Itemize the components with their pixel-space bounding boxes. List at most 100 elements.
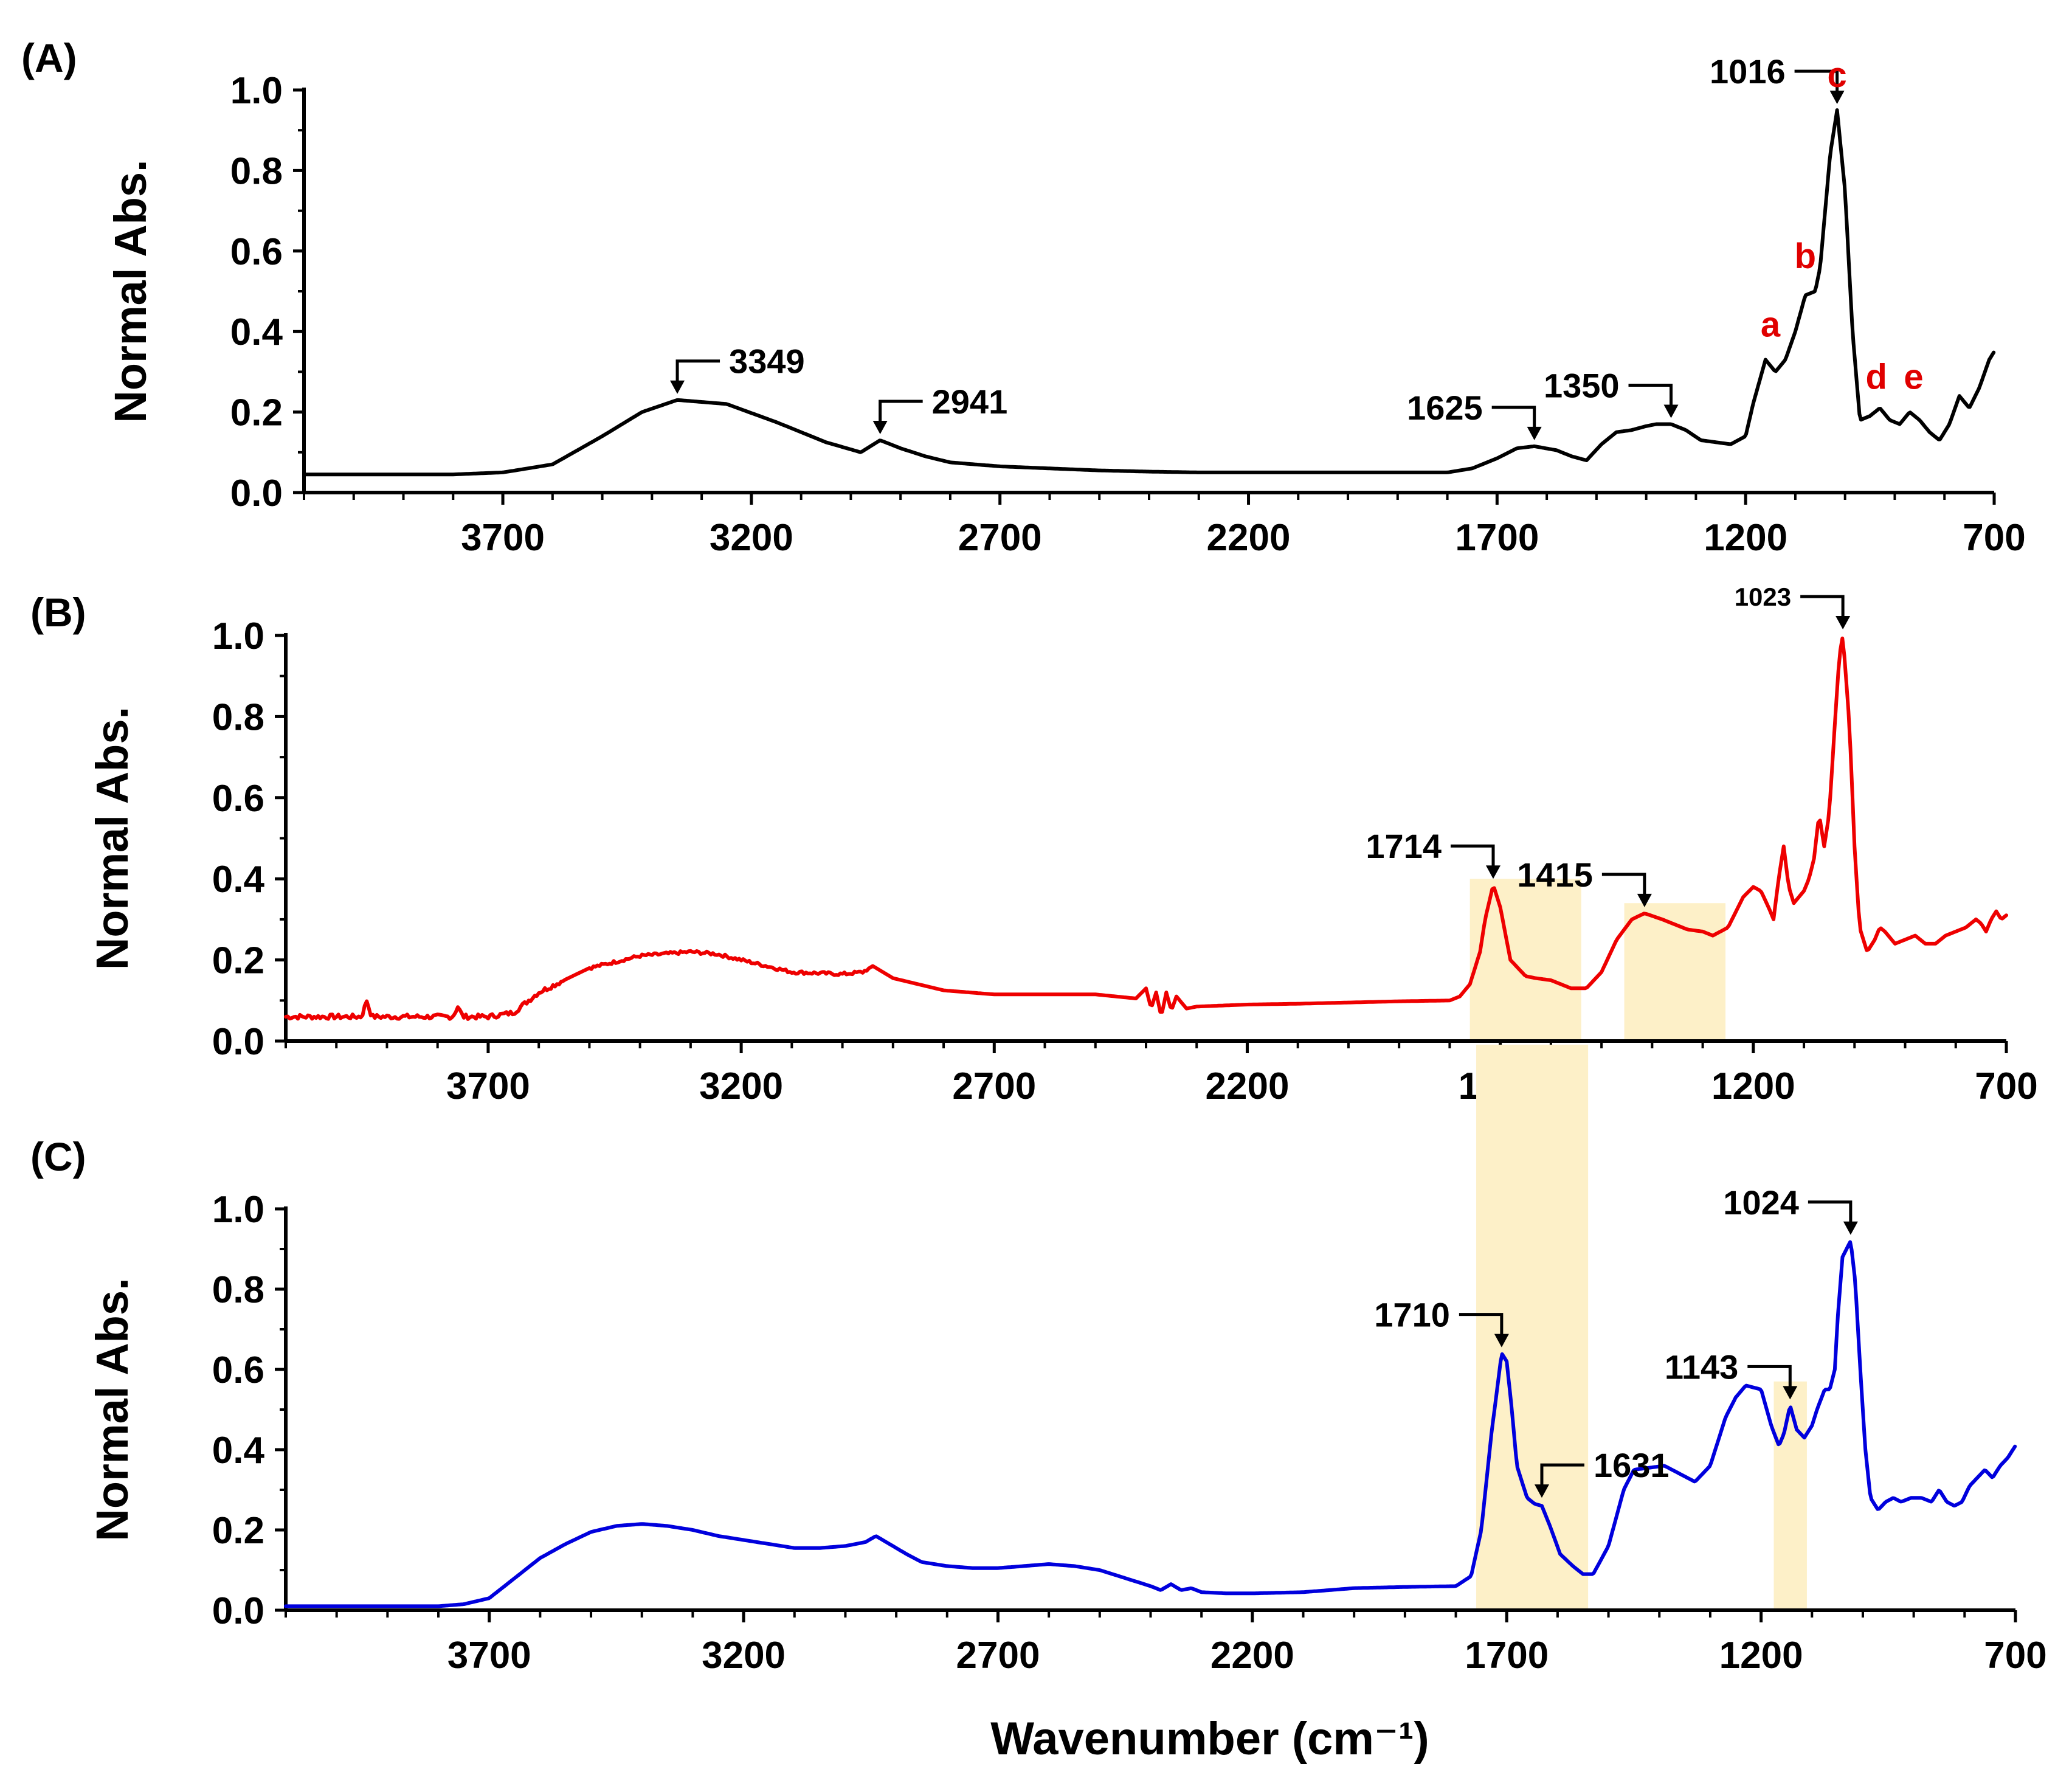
- annotation-arrowhead: [1494, 1334, 1509, 1348]
- annotation-leader: [1628, 383, 1673, 410]
- y-tick-label: 0.4: [212, 1430, 265, 1472]
- annotation-label: 3349: [729, 342, 805, 381]
- x-tick-label: 3200: [702, 1635, 786, 1677]
- peak-letter-d: d: [1865, 358, 1887, 397]
- panel-c: 0.0 0.2 0.4 0.6 0.8 1.0 3700 3200 2700 2200 1700 12…: [30, 1045, 2047, 1677]
- x-tick-label: 2200: [1210, 1635, 1294, 1677]
- x-tick-label: 3700: [447, 1635, 531, 1677]
- peak-letter-c: c: [1827, 55, 1846, 95]
- annotation-arrowhead: [1534, 1484, 1549, 1498]
- panel-a: 0.0 0.2 0.4 0.6 0.8 1.0 3700 3200 2700 2200 1700 12…: [21, 35, 2026, 559]
- peak-annotation: 1710: [1374, 1296, 1509, 1348]
- series-line-a: [302, 108, 1996, 477]
- annotation-leader: [1491, 406, 1536, 432]
- y-tick-label: 0.6: [212, 1349, 264, 1391]
- x-tick-label: 1700: [1465, 1635, 1549, 1677]
- y-tick-label: 0.4: [212, 859, 265, 901]
- panel-label: (A): [21, 35, 77, 80]
- x-tick-label: 2200: [1206, 1065, 1290, 1107]
- annotation-leader: [1800, 595, 1845, 621]
- peak-annotation: 3349: [670, 342, 805, 394]
- x-tick-label: 2700: [956, 1635, 1040, 1677]
- y-tick-label: 0.6: [230, 231, 283, 273]
- x-tick-label: 1200: [1711, 1065, 1795, 1107]
- y-axis-title: Normal Abs.: [87, 707, 137, 970]
- peak-annotation: 1714: [1366, 827, 1500, 879]
- x-tick-label: 2700: [958, 517, 1042, 559]
- peak-annotation: 1023: [1735, 583, 1851, 629]
- annotation-label: 1625: [1407, 389, 1483, 427]
- y-axis-title: Normal Abs.: [105, 159, 156, 423]
- peak-annotation: 2941: [872, 382, 1008, 434]
- annotation-arrowhead: [1829, 91, 1845, 105]
- annotation-arrowhead: [1637, 893, 1652, 907]
- peak-annotation: 1024: [1723, 1183, 1858, 1235]
- annotation-arrowhead: [670, 380, 685, 394]
- series-line-c: [284, 1240, 2017, 1608]
- annotation-leader: [1747, 1365, 1792, 1391]
- annotation-arrowhead: [872, 420, 888, 434]
- y-tick-label: 0.0: [212, 1021, 264, 1063]
- x-tick-label: 3700: [461, 517, 545, 559]
- panel-label: (B): [30, 590, 86, 635]
- y-tick-label: 1.0: [230, 70, 283, 112]
- y-tick-label: 0.4: [230, 311, 283, 353]
- annotation-label: 1631: [1594, 1446, 1670, 1484]
- x-tick-label: 2700: [952, 1065, 1036, 1107]
- annotation-arrowhead: [1835, 616, 1851, 629]
- y-tick-label: 0.0: [212, 1590, 264, 1632]
- y-tick-label: 0.6: [212, 778, 264, 820]
- annotation-leader: [1601, 873, 1646, 899]
- x-tick-label: 3700: [446, 1065, 530, 1107]
- series-line-b: [284, 636, 2008, 1021]
- peak-annotation: 1631: [1534, 1446, 1670, 1498]
- annotation-leader: [1459, 1313, 1504, 1339]
- annotation-label: 1143: [1665, 1348, 1739, 1386]
- x-tick-label: 1700: [1455, 517, 1539, 559]
- annotation-label: 1350: [1544, 366, 1620, 404]
- y-tick-label: 0.2: [212, 940, 264, 982]
- highlight-band-bridge: [1476, 1045, 1589, 1209]
- peak-annotation: 1625: [1407, 389, 1542, 440]
- annotation-leader: [1808, 1200, 1853, 1227]
- x-tick-label: 3200: [699, 1065, 783, 1107]
- peak-annotation: 1415: [1517, 856, 1652, 907]
- y-tick-label: 0.2: [212, 1510, 264, 1552]
- x-axis-title: Wavenumber (cm⁻¹): [990, 1713, 1429, 1765]
- annotation-label: 1714: [1366, 827, 1442, 865]
- y-tick-label: 0.8: [230, 150, 283, 192]
- x-tick-label: 1200: [1704, 517, 1787, 559]
- panel-b: 0.00.20.40.60.81.03700320027002200170012…: [30, 583, 2038, 1107]
- y-tick-label: 1.0: [212, 615, 264, 657]
- x-tick-label: 700: [1963, 517, 2025, 559]
- annotation-label: 1016: [1710, 52, 1786, 91]
- y-tick-label: 0.8: [212, 1269, 264, 1311]
- peak-letter-a: a: [1761, 305, 1781, 345]
- annotation-arrowhead: [1485, 865, 1500, 879]
- x-tick-label: 700: [1984, 1635, 2046, 1677]
- x-tick-label: 2200: [1207, 517, 1291, 559]
- annotation-label: 1023: [1735, 583, 1791, 611]
- annotation-arrowhead: [1663, 404, 1679, 418]
- annotation-leader: [1794, 69, 1839, 96]
- y-tick-label: 0.0: [230, 472, 283, 514]
- y-axis-title: Normal Abs.: [87, 1278, 137, 1541]
- peak-letter-e: e: [1904, 358, 1923, 397]
- highlight-band: [1469, 879, 1581, 1041]
- annotation-label: 1024: [1723, 1183, 1799, 1222]
- annotation-label: 1710: [1374, 1296, 1450, 1334]
- peak-annotation: 1016: [1710, 52, 1845, 105]
- x-tick-label: 1200: [1719, 1635, 1803, 1677]
- x-tick-label: 700: [1975, 1065, 2037, 1107]
- annotation-leader: [675, 359, 720, 386]
- y-tick-label: 1.0: [212, 1189, 264, 1231]
- highlight-band: [1773, 1381, 1807, 1610]
- annotation-arrowhead: [1783, 1386, 1798, 1400]
- annotation-label: 2941: [932, 382, 1008, 421]
- y-tick-label: 0.2: [230, 392, 283, 434]
- peak-letter-b: b: [1795, 237, 1816, 276]
- annotation-leader: [1450, 844, 1495, 871]
- annotation-arrowhead: [1527, 426, 1542, 440]
- annotation-label: 1415: [1517, 856, 1593, 894]
